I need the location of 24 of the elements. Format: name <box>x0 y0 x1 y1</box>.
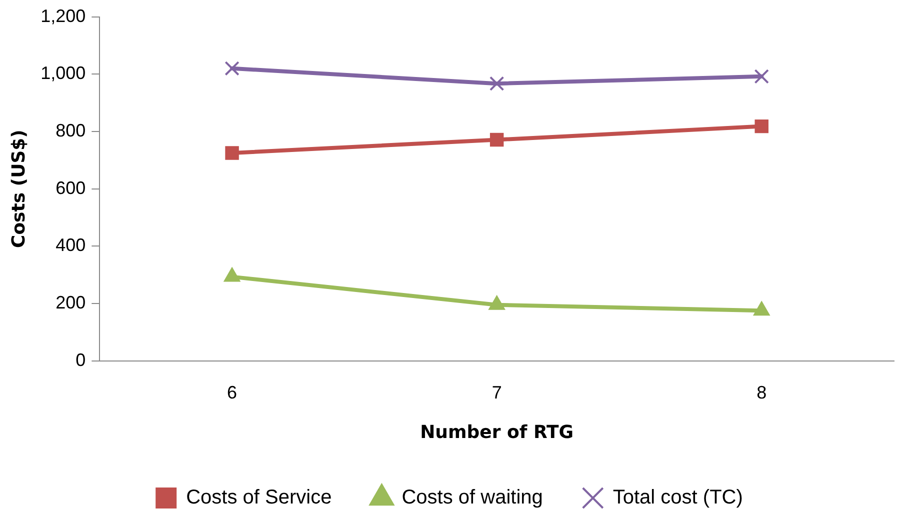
point <box>224 61 240 76</box>
point <box>225 146 239 160</box>
point <box>490 132 504 147</box>
point <box>488 295 506 310</box>
x-tick-label: 8 <box>756 382 767 403</box>
x-tick-label: 7 <box>492 382 502 403</box>
y-tick-label: 800 <box>56 120 86 140</box>
point <box>754 69 769 84</box>
y-axis-title: Costs (US$) <box>8 130 30 248</box>
legend-label: Costs of Service <box>186 486 332 509</box>
y-tick-label: 1,000 <box>40 63 86 84</box>
x-tick-label: 6 <box>227 382 238 403</box>
y-tick-label: 200 <box>56 292 86 312</box>
point <box>754 119 768 134</box>
y-tick-label: 600 <box>56 178 86 198</box>
legend-label: Total cost (TC) <box>612 486 743 509</box>
y-tick-label: 0 <box>76 350 86 370</box>
point <box>489 76 504 91</box>
point <box>753 301 770 316</box>
point <box>224 267 240 282</box>
legend-label: Costs of waiting <box>402 486 543 509</box>
y-tick-label: 1,200 <box>40 6 86 26</box>
y-tick-label: 400 <box>56 235 86 256</box>
x-axis-title: Number of RTG <box>420 422 574 443</box>
